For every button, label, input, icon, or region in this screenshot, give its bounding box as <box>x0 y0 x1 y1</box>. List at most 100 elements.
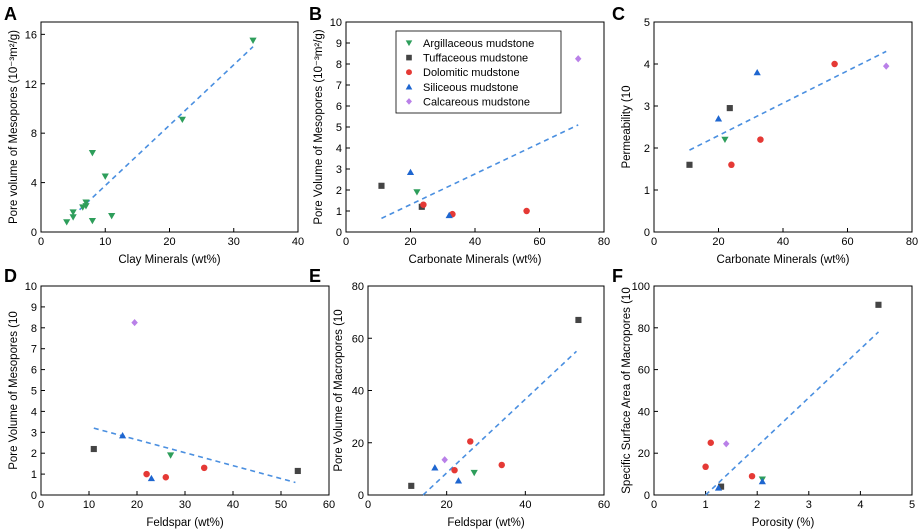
plot-frame <box>367 285 605 496</box>
data-point-dolomitic <box>143 470 150 478</box>
data-point-siliceous <box>406 168 415 176</box>
legend-label-calcareous: Calcareous mudstone <box>423 96 530 108</box>
x-tick-label: 10 <box>99 236 111 248</box>
data-point-dolomitic <box>748 472 756 480</box>
legend-label-siliceous: Siliceous mudstone <box>423 82 518 94</box>
x-tick-label: 60 <box>841 236 853 248</box>
data-point-tuffaceous <box>686 161 693 168</box>
x-tick-label: 0 <box>38 236 44 248</box>
data-point-argillaceous <box>108 213 116 220</box>
data-point-calcareous <box>131 318 138 327</box>
data-point-siliceous <box>445 211 453 219</box>
x-tick-label: 30 <box>228 236 240 248</box>
x-tick-label: 20 <box>441 499 453 511</box>
y-tick-label: 100 <box>632 281 650 293</box>
y-axis-label: Pore Volume of Mesopores (10⁻³m²/g) <box>313 29 325 224</box>
data-point-dolomitic <box>467 438 474 445</box>
plot-frame <box>653 21 913 233</box>
fit-line <box>689 50 887 151</box>
data-point-dolomitic <box>523 207 530 215</box>
x-axis-label: Porosity (%) <box>752 517 815 529</box>
panel-b: B 0 20 40 60 80 0 1 2 3 4 5 6 7 8 9 10 Carbonate Minerals… <box>309 4 610 266</box>
x-tick-label: 40 <box>227 499 239 511</box>
x-tick-label: 40 <box>777 236 789 248</box>
data-point-argillaceous <box>82 203 90 210</box>
x-tick-label: 50 <box>275 499 287 511</box>
y-axis-label: Pore Volume of Mesopores (10 <box>8 311 20 470</box>
data-point-calcareous <box>882 62 890 70</box>
data-point-dolomitic <box>200 464 208 472</box>
x-tick-label: 2 <box>754 499 760 511</box>
y-tick-label: 1 <box>336 206 342 218</box>
data-point-argillaceous <box>178 116 186 124</box>
data-point-argillaceous <box>167 452 175 459</box>
y-tick-label: 5 <box>336 122 342 134</box>
y-tick-label: 4 <box>31 178 37 190</box>
y-tick-label: 1 <box>31 469 37 481</box>
data-point-siliceous <box>454 477 463 484</box>
y-tick-label: 2 <box>336 185 342 197</box>
y-tick-label: 80 <box>638 323 650 335</box>
legend-marker-dolomitic <box>406 69 412 76</box>
x-tick-label: 0 <box>365 499 371 511</box>
plot-frame <box>40 285 330 496</box>
y-tick-label: 1 <box>644 185 650 197</box>
x-tick-label: 1 <box>703 499 709 511</box>
y-tick-label: 60 <box>352 333 364 345</box>
data-point-siliceous <box>753 68 761 76</box>
fit-line <box>705 331 880 496</box>
data-point-argillaceous <box>470 469 478 477</box>
y-tick-label: 3 <box>336 164 342 176</box>
panel-letter: A <box>4 4 17 24</box>
y-tick-label: 5 <box>644 17 650 29</box>
legend-box <box>395 30 562 114</box>
y-tick-label: 0 <box>31 227 37 239</box>
panel-a: A 0 10 20 30 40 0 4 8 12 16 Clay Minerals (wt%) Pore… <box>4 4 304 266</box>
x-tick-label: 20 <box>712 236 724 248</box>
x-axis-label: Feldspar (wt%) <box>447 517 524 529</box>
data-point-argillaceous <box>82 199 90 206</box>
data-point-argillaceous <box>249 37 257 44</box>
data-point-calcareous <box>723 440 730 448</box>
data-point-dolomitic <box>728 161 735 169</box>
y-tick-label: 80 <box>352 281 364 293</box>
y-tick-label: 20 <box>352 438 364 450</box>
data-point-dolomitic <box>707 439 714 446</box>
y-tick-label: 6 <box>336 101 342 113</box>
y-axis-label: Specific Surface Area of Macropores (10 <box>621 287 633 493</box>
y-tick-label: 4 <box>31 406 37 418</box>
y-tick-label: 40 <box>638 406 650 418</box>
data-point-argillaceous <box>413 189 421 196</box>
y-tick-label: 0 <box>31 490 37 502</box>
x-axis-label: Feldspar (wt%) <box>146 517 223 529</box>
x-tick-label: 40 <box>519 499 531 511</box>
data-point-siliceous <box>147 474 155 482</box>
x-axis-label: Clay Minerals (wt%) <box>118 254 220 266</box>
data-point-argillaceous <box>721 136 729 144</box>
legend-marker-tuffaceous <box>406 54 412 61</box>
y-tick-label: 3 <box>31 427 37 439</box>
y-tick-label: 0 <box>336 227 342 239</box>
y-axis-label: Permeability (10 <box>621 85 633 168</box>
data-point-siliceous <box>714 484 723 491</box>
legend-marker-argillaceous <box>405 40 413 47</box>
x-tick-label: 0 <box>651 236 657 248</box>
x-tick-label: 20 <box>163 236 175 248</box>
panel-e: E 0 20 40 60 0 20 40 60 80 Feldspar (wt%) Pore Volu… <box>309 266 610 529</box>
y-tick-label: 40 <box>352 386 364 398</box>
panel-f: F 0 1 2 3 4 5 0 20 40 60 80 100 Porosity (%) Specific … <box>612 266 915 529</box>
data-point-argillaceous <box>88 150 96 157</box>
data-point-dolomitic <box>757 136 764 143</box>
y-tick-label: 8 <box>31 323 37 335</box>
y-tick-label: 8 <box>31 128 37 140</box>
x-tick-label: 60 <box>533 236 545 248</box>
data-point-argillaceous <box>88 218 96 225</box>
data-point-argillaceous <box>69 214 77 221</box>
x-tick-label: 20 <box>404 236 416 248</box>
plot-frame <box>653 285 913 496</box>
plot-frame <box>40 21 299 233</box>
legend-label-dolomitic: Dolomitic mudstone <box>423 67 520 79</box>
legend-label-argillaceous: Argillaceous mudstone <box>423 38 534 50</box>
y-tick-label: 9 <box>31 302 37 314</box>
data-point-dolomitic <box>831 60 838 68</box>
